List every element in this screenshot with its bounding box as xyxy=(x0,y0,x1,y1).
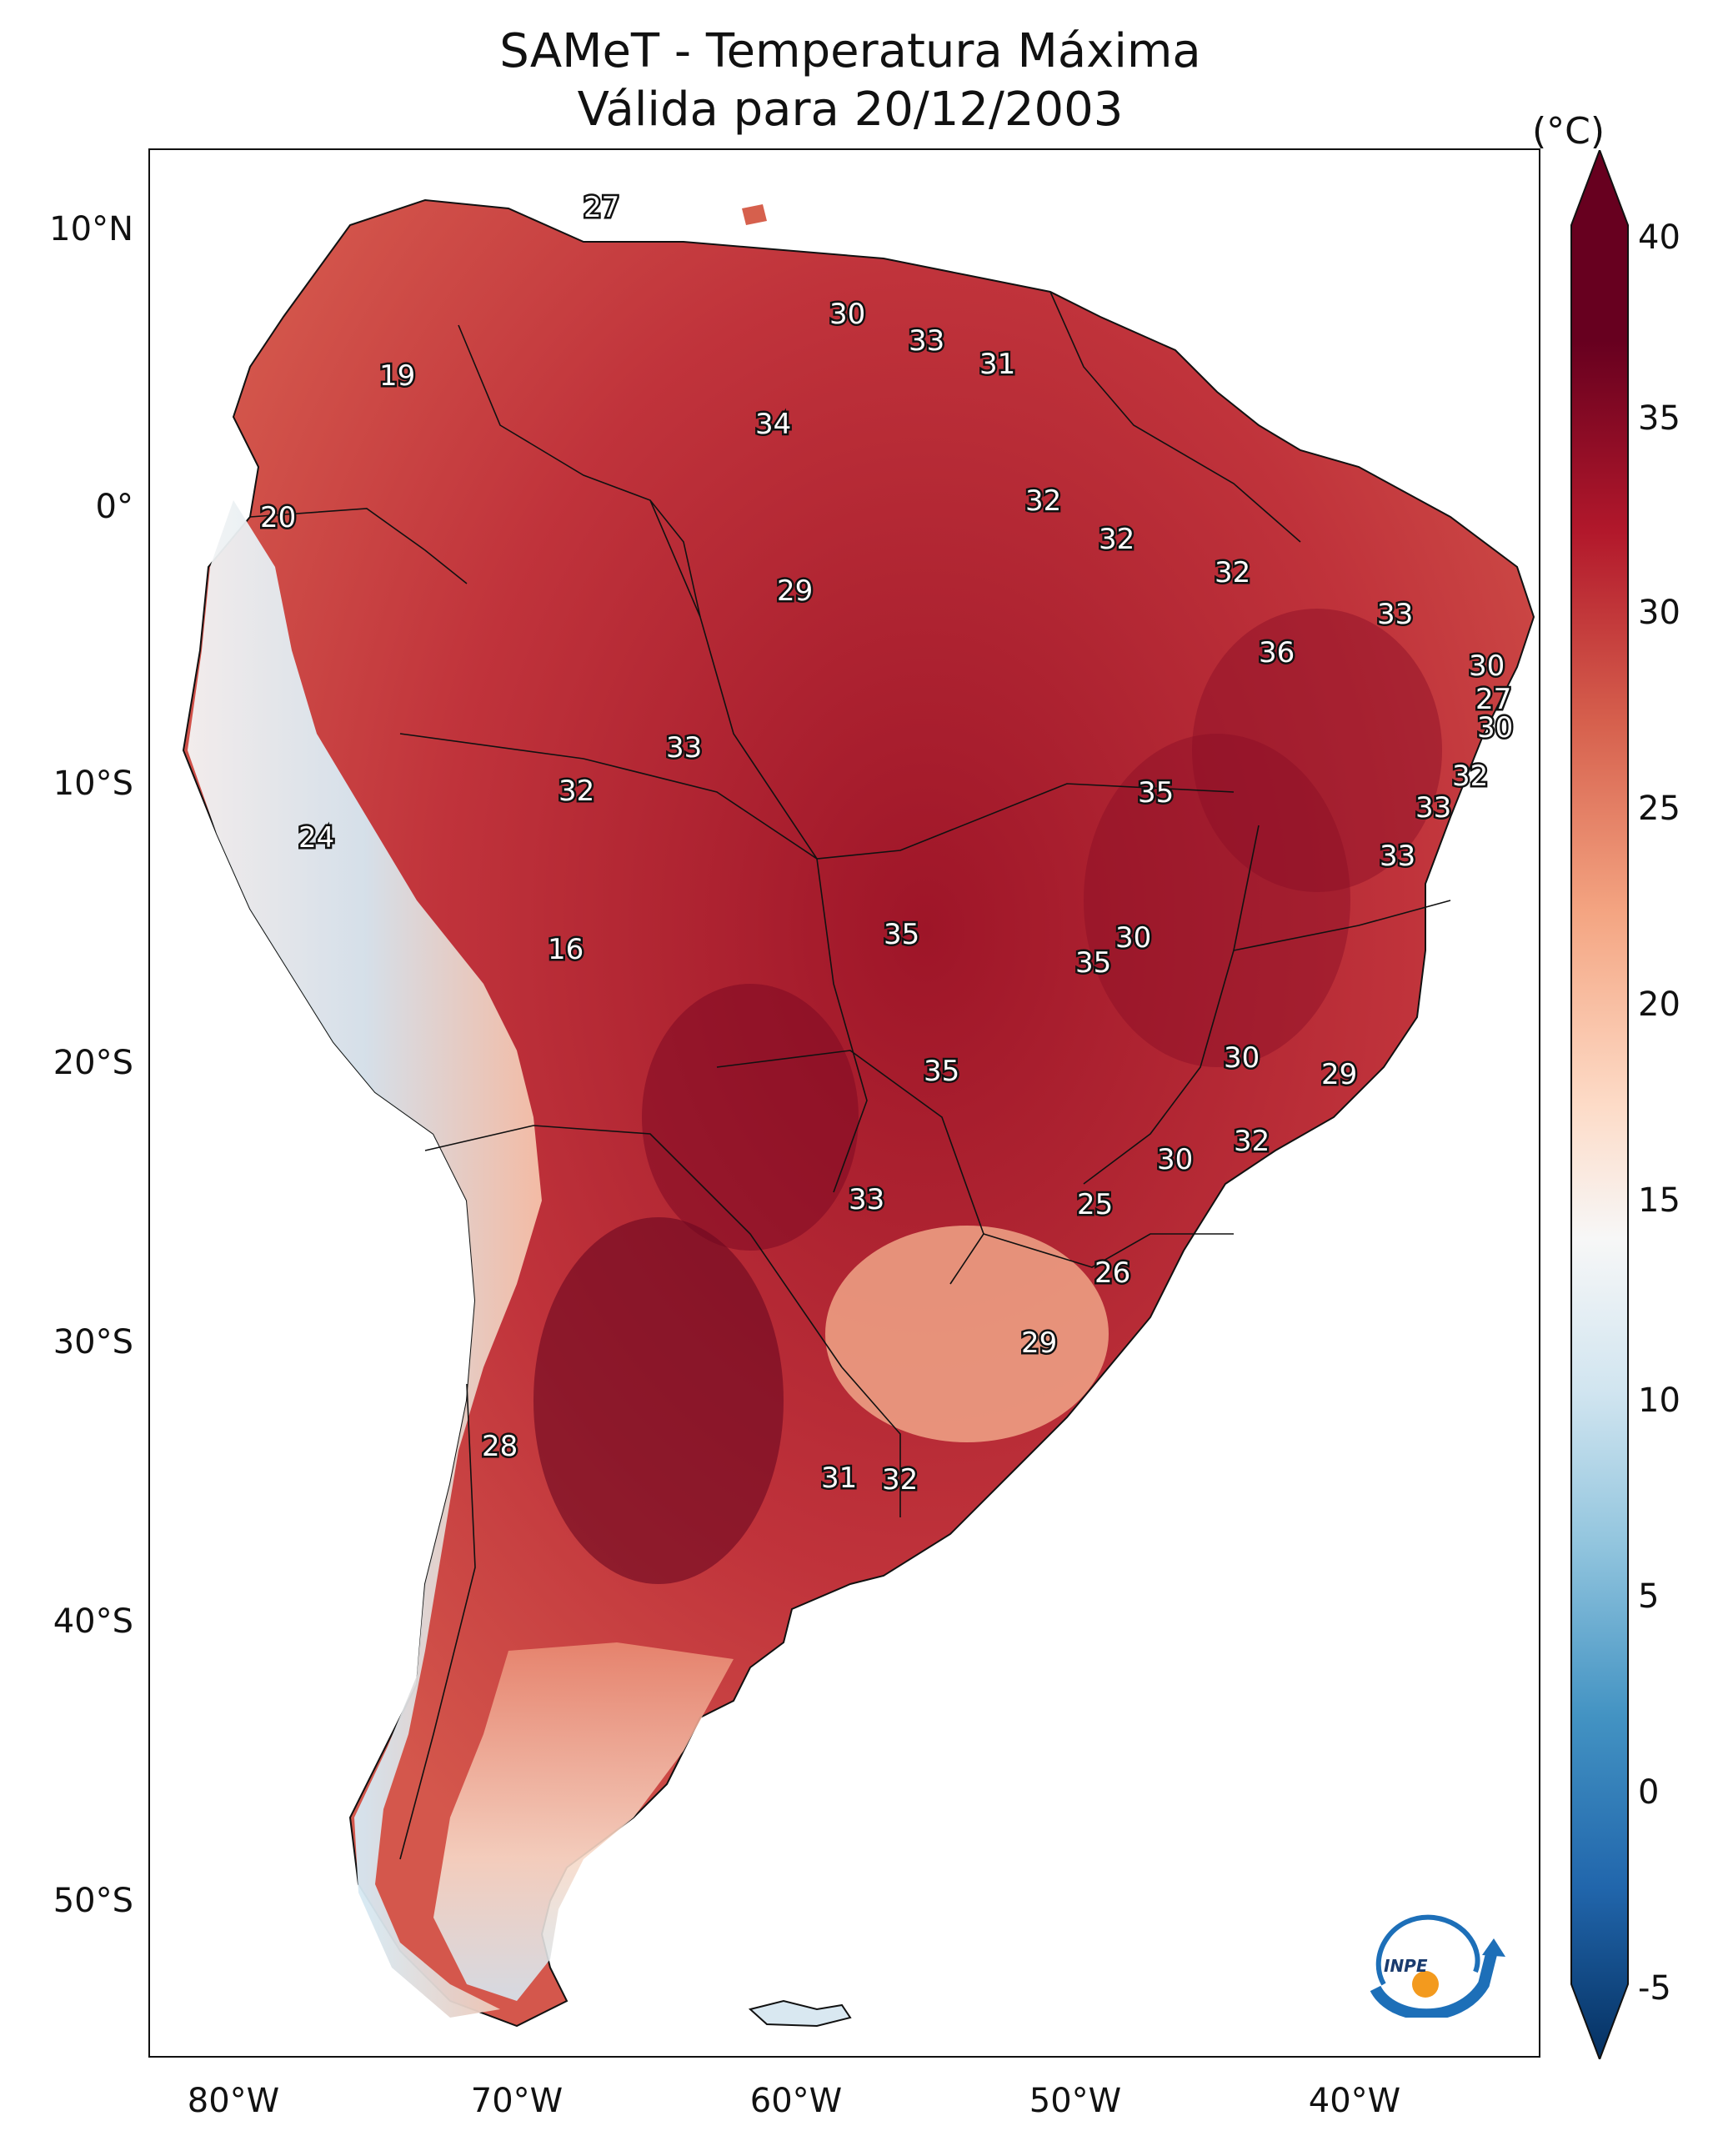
logo-text: INPE xyxy=(1384,1956,1428,1976)
colorbar-tick-40: 40 xyxy=(1638,218,1680,257)
lat-tick-10n: 10°N xyxy=(49,210,133,248)
contour-label: 24 xyxy=(298,821,334,855)
falkland-islands xyxy=(748,1999,852,2028)
lat-tick-30s: 30°S xyxy=(53,1323,133,1361)
contour-label: 33 xyxy=(1415,791,1451,825)
map-panel: 27 19 30 33 31 34 20 32 32 29 32 33 36 3… xyxy=(148,148,1540,2058)
contour-label: 28 xyxy=(482,1430,518,1463)
chaco-hot-core xyxy=(642,984,859,1251)
contour-label: 33 xyxy=(1380,840,1415,873)
continent-land xyxy=(182,198,1535,2028)
contour-label: 34 xyxy=(755,408,791,441)
colorbar-unit: (°C) xyxy=(1532,110,1605,153)
contour-label: 20 xyxy=(260,501,296,534)
colorbar-tick-5: 5 xyxy=(1638,1577,1660,1616)
colorbar-tick-35: 35 xyxy=(1638,399,1680,438)
contour-label: 33 xyxy=(1377,598,1413,631)
contour-label: 16 xyxy=(548,933,584,966)
contour-label: 35 xyxy=(1138,776,1174,810)
contour-label: 35 xyxy=(884,918,919,951)
contour-label: 30 xyxy=(1469,649,1505,683)
contour-label: 29 xyxy=(1321,1058,1357,1091)
contour-label: 30 xyxy=(1477,711,1513,745)
contour-label: 33 xyxy=(666,731,702,765)
lat-tick-20s: 20°S xyxy=(53,1044,133,1082)
south-brazil-cool-region xyxy=(825,1226,1109,1442)
contour-label: 29 xyxy=(777,574,813,608)
colorbar-tick-10: 10 xyxy=(1638,1381,1680,1420)
cerrado-hot-core xyxy=(1084,734,1350,1067)
chart-subtitle: Válida para 20/12/2003 xyxy=(577,83,1124,137)
contour-label: 35 xyxy=(924,1055,959,1088)
andes-cool-band xyxy=(188,500,542,2018)
colorbar-tick-30: 30 xyxy=(1638,594,1680,632)
contour-label: 30 xyxy=(829,298,865,331)
contour-label: 32 xyxy=(1025,484,1061,518)
chart-title: SAMeT - Temperatura Máxima xyxy=(499,24,1201,78)
contour-label: 36 xyxy=(1259,636,1295,669)
contour-label: 32 xyxy=(558,775,594,808)
lon-tick-40w: 40°W xyxy=(1308,2082,1401,2120)
contour-label: 33 xyxy=(849,1183,884,1216)
contour-label: 25 xyxy=(1077,1188,1113,1221)
contour-label: 30 xyxy=(1157,1143,1193,1176)
inpe-logo: INPE xyxy=(1370,1914,1505,2018)
colorbar xyxy=(1570,150,1629,2059)
trinidad-region xyxy=(742,204,767,225)
contour-label: 30 xyxy=(1115,921,1151,955)
lat-tick-10s: 10°S xyxy=(53,765,133,803)
contour-label: 31 xyxy=(979,348,1015,381)
country-borders xyxy=(249,291,1451,1860)
lat-tick-40s: 40°S xyxy=(53,1602,133,1641)
colorbar-tick-25: 25 xyxy=(1638,790,1680,828)
contour-label: 32 xyxy=(1452,760,1488,793)
contour-label: 19 xyxy=(379,359,415,393)
colorbar-tick-0: 0 xyxy=(1638,1773,1660,1812)
contour-label: 32 xyxy=(1234,1125,1270,1158)
contour-labels: 27 19 30 33 31 34 20 32 32 29 32 33 36 3… xyxy=(258,189,1515,1499)
lon-tick-60w: 60°W xyxy=(749,2082,843,2120)
lat-tick-0: 0° xyxy=(95,488,133,526)
contour-label: 32 xyxy=(1215,556,1250,589)
lon-tick-80w: 80°W xyxy=(187,2082,280,2120)
contour-label: 27 xyxy=(1475,683,1511,716)
colorbar-tick-20: 20 xyxy=(1638,985,1680,1024)
contour-label: 32 xyxy=(1099,523,1134,556)
contour-label: 33 xyxy=(909,324,944,358)
lon-tick-50w: 50°W xyxy=(1029,2082,1122,2120)
contour-label: 29 xyxy=(1021,1326,1057,1360)
colorbar-tick-15: 15 xyxy=(1638,1181,1680,1220)
lon-tick-70w: 70°W xyxy=(470,2082,563,2120)
patagonia-region xyxy=(433,1642,734,2001)
contour-label: 27 xyxy=(584,191,619,224)
colorbar-tick-minus5: -5 xyxy=(1638,1969,1671,2008)
contour-label: 26 xyxy=(1094,1256,1130,1290)
lat-tick-50s: 50°S xyxy=(53,1882,133,1920)
pampas-hot-core xyxy=(533,1217,784,1584)
contour-label: 32 xyxy=(882,1463,918,1497)
south-america-map: 27 19 30 33 31 34 20 32 32 29 32 33 36 3… xyxy=(182,189,1535,2028)
northeast-hot-core xyxy=(1192,609,1442,892)
contour-label: 31 xyxy=(821,1462,857,1495)
contour-label: 35 xyxy=(1075,946,1111,980)
contour-label: 30 xyxy=(1224,1041,1260,1075)
